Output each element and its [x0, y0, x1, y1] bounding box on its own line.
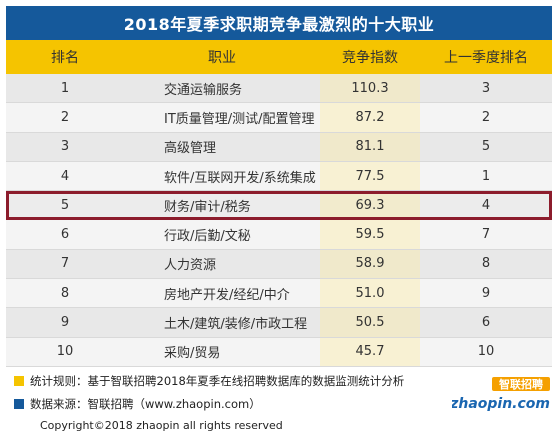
cell-index: 87.2 [320, 103, 420, 132]
cell-rank: 7 [60, 256, 70, 272]
cell-job: 房地产开发/经纪/中介 [164, 287, 290, 303]
cell-index: 45.7 [320, 337, 420, 366]
cell-prev-rank: 9 [481, 285, 491, 301]
header-rank: 排名 [51, 50, 79, 66]
table-row: 7 人力资源 58.9 8 [6, 249, 552, 280]
table-row: 5 财务/审计/税务 69.3 4 [6, 191, 552, 221]
cell-prev-rank: 5 [481, 139, 491, 155]
cell-job: 采购/贸易 [164, 346, 221, 362]
cell-index: 59.5 [320, 220, 420, 249]
cell-prev-rank: 4 [481, 197, 491, 213]
source-text: 数据来源：智联招聘（www.zhaopin.com） [30, 397, 261, 411]
cell-prev-rank: 7 [481, 227, 491, 243]
cell-index: 51.0 [320, 279, 420, 308]
table-row: 6 行政/后勤/文秘 59.5 7 [6, 220, 552, 250]
cell-index: 50.5 [320, 308, 420, 337]
table-header: 排名 职业 竞争指数 上一季度排名 [6, 40, 552, 74]
header-index: 竞争指数 [320, 47, 420, 67]
table-body: 1 交通运输服务 110.3 3 2 IT质量管理/测试/配置管理 87.2 2 3 高级管理 81… [6, 74, 552, 367]
cell-index: 81.1 [320, 132, 420, 161]
cell-job: IT质量管理/测试/配置管理 [164, 111, 315, 127]
cell-index: 58.9 [320, 249, 420, 279]
cell-prev-rank: 2 [481, 109, 491, 125]
source-swatch [14, 399, 24, 409]
cell-job: 土木/建筑/装修/市政工程 [164, 317, 308, 333]
header-job: 职业 [208, 50, 236, 66]
cell-job: 人力资源 [164, 258, 217, 274]
header-prev-rank: 上一季度排名 [444, 50, 528, 66]
cell-job: 高级管理 [164, 141, 217, 157]
cell-prev-rank: 6 [481, 315, 491, 331]
copyright: Copyright©2018 zhaopin all rights reserv… [40, 419, 283, 432]
table-row: 9 土木/建筑/装修/市政工程 50.5 6 [6, 308, 552, 338]
cell-job: 财务/审计/税务 [164, 199, 251, 215]
cell-index: 69.3 [320, 191, 420, 220]
cell-index: 110.3 [320, 74, 420, 103]
logo-en-text: zhaopin.com [452, 396, 550, 412]
cell-rank: 10 [56, 344, 74, 360]
table-row: 4 软件/互联网开发/系统集成 77.5 1 [6, 161, 552, 192]
table-row: 1 交通运输服务 110.3 3 [6, 74, 552, 104]
cell-index: 77.5 [320, 161, 420, 191]
table-row: 3 高级管理 81.1 5 [6, 132, 552, 162]
cell-prev-rank: 1 [481, 168, 491, 184]
rule-swatch [14, 376, 24, 386]
cell-rank: 6 [60, 227, 70, 243]
zhaopin-logo: 智联招聘 zhaopin.com [452, 377, 550, 412]
table-row: 10 采购/贸易 45.7 10 [6, 337, 552, 367]
rule-text: 统计规则：基于智联招聘2018年夏季在线招聘数据库的数据监测统计分析 [30, 374, 405, 388]
table-title: 2018年夏季求职期竞争最激烈的十大职业 [6, 6, 552, 40]
cell-job: 交通运输服务 [164, 82, 243, 98]
cell-prev-rank: 3 [481, 80, 491, 96]
cell-rank: 4 [60, 168, 70, 184]
cell-job: 行政/后勤/文秘 [164, 229, 251, 245]
cell-job: 软件/互联网开发/系统集成 [164, 170, 316, 186]
cell-prev-rank: 10 [477, 344, 495, 360]
cell-rank: 5 [60, 197, 70, 213]
table-row: 8 房地产开发/经纪/中介 51.0 9 [6, 279, 552, 309]
logo-cn-text: 智联招聘 [499, 377, 543, 391]
cell-prev-rank: 8 [481, 256, 491, 272]
cell-rank: 1 [60, 80, 70, 96]
footer-rule: 统计规则：基于智联招聘2018年夏季在线招聘数据库的数据监测统计分析 [14, 373, 404, 389]
cell-rank: 2 [60, 109, 70, 125]
footer-source: 数据来源：智联招聘（www.zhaopin.com） [14, 396, 261, 412]
cell-rank: 9 [60, 315, 70, 331]
cell-rank: 8 [60, 285, 70, 301]
cell-rank: 3 [60, 139, 70, 155]
table-row: 2 IT质量管理/测试/配置管理 87.2 2 [6, 103, 552, 133]
